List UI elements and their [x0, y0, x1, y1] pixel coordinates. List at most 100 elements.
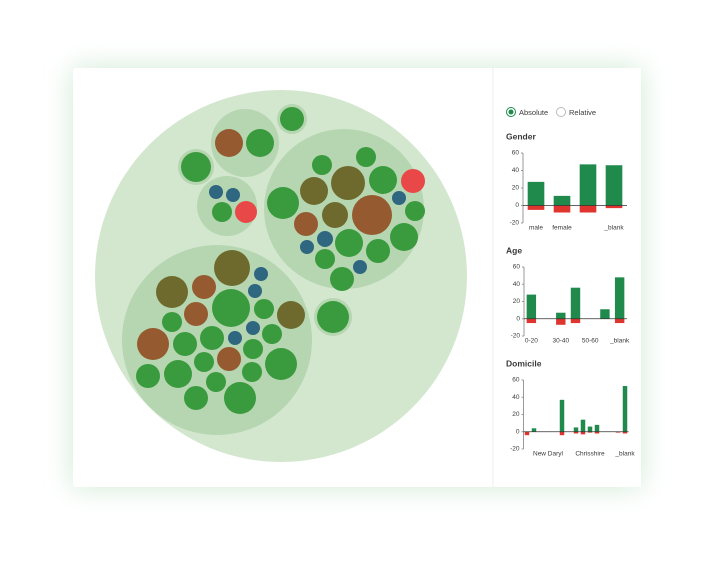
pack-leaf: [212, 202, 232, 222]
radio-label: Absolute: [519, 108, 548, 117]
pack-leaf: [265, 348, 297, 380]
bar: [622, 386, 628, 432]
x-tick-label: _blank: [603, 225, 624, 232]
x-tick-label: Chrisshire: [575, 451, 605, 458]
bar: [531, 428, 537, 432]
radio-dot: [508, 109, 514, 115]
pack-leaf: [322, 202, 348, 228]
pack-leaf: [248, 284, 262, 298]
bar: [614, 318, 625, 324]
pack-leaf: [226, 188, 240, 202]
chart-title: Age: [506, 245, 522, 255]
y-tick-label: 40: [513, 281, 521, 288]
bar: [570, 318, 581, 324]
x-tick-label: 30-40: [552, 338, 569, 345]
y-tick-label: 20: [513, 298, 521, 305]
pack-leaf: [366, 239, 390, 263]
radio-relative[interactable]: Relative: [556, 107, 597, 117]
pack-leaf: [331, 166, 365, 200]
pack-leaf: [280, 107, 304, 131]
y-tick-label: 60: [512, 377, 520, 384]
y-tick-label: -20: [510, 220, 520, 227]
pack-leaf: [200, 326, 224, 350]
y-tick-label: 0: [515, 202, 519, 209]
y-tick-label: 0: [516, 428, 520, 435]
chart-title: Gender: [506, 131, 536, 141]
pack-leaf: [137, 328, 169, 360]
pack-leaf: [246, 321, 260, 335]
x-tick-label: 50-60: [582, 338, 599, 345]
pack-leaf: [164, 360, 192, 388]
radio-absolute[interactable]: Absolute: [506, 107, 549, 117]
pack-leaf: [235, 201, 257, 223]
pack-leaf: [246, 129, 274, 157]
pack-leaf: [294, 212, 318, 236]
pack-leaf: [212, 289, 250, 327]
pack-leaf: [352, 195, 392, 235]
pack-leaf: [356, 147, 376, 167]
bar: [580, 419, 586, 432]
chart-title: Domicile: [506, 358, 542, 368]
x-tick-label: _blank: [609, 338, 630, 345]
bar: [605, 205, 623, 209]
pack-leaf: [353, 260, 367, 274]
x-tick-label: _blank: [614, 451, 635, 458]
bar: [615, 431, 621, 433]
y-tick-label: 20: [512, 411, 520, 418]
bar: [579, 205, 597, 213]
pack-leaf: [369, 166, 397, 194]
pack-leaf: [267, 187, 299, 219]
bar: [527, 181, 545, 206]
bar: [587, 426, 593, 432]
pack-leaf: [300, 240, 314, 254]
pack-leaf: [300, 177, 328, 205]
bar: [526, 318, 537, 324]
pack-leaf: [206, 372, 226, 392]
pack-group: [211, 109, 279, 177]
y-tick-label: -20: [511, 333, 521, 340]
bar: [556, 312, 566, 319]
bar: [594, 431, 600, 434]
pack-leaf: [335, 229, 363, 257]
pack-leaf: [254, 267, 268, 281]
bar: [622, 431, 628, 434]
pack-leaf: [317, 231, 333, 247]
pack-leaf: [401, 169, 425, 193]
y-tick-label: 60: [513, 264, 521, 271]
bar: [553, 205, 571, 213]
pack-leaf: [181, 152, 211, 182]
pack-leaf: [405, 201, 425, 221]
pack-leaf: [243, 339, 263, 359]
y-tick-label: 40: [512, 167, 520, 174]
pack-leaf: [192, 275, 216, 299]
bar: [587, 431, 593, 433]
pack-leaf: [262, 324, 282, 344]
pack-leaf: [156, 276, 188, 308]
pack-leaf: [317, 301, 349, 333]
y-tick-label: -20: [510, 446, 520, 453]
pack-leaf: [162, 312, 182, 332]
bar: [573, 427, 579, 432]
bar: [559, 399, 565, 432]
bar: [614, 277, 625, 319]
pack-leaf: [254, 299, 274, 319]
bar: [553, 195, 571, 206]
pack-leaf: [315, 249, 335, 269]
x-tick-label: New Daryl: [533, 451, 564, 458]
pack-leaf: [312, 155, 332, 175]
pack-leaf: [184, 386, 208, 410]
pack-leaf: [224, 382, 256, 414]
bar: [594, 424, 600, 432]
pack-leaf: [215, 129, 243, 157]
circle-pack: [95, 90, 467, 462]
y-tick-label: 20: [512, 185, 520, 192]
pack-leaf: [136, 364, 160, 388]
bar: [600, 309, 610, 319]
y-tick-label: 40: [512, 394, 520, 401]
pack-leaf: [242, 362, 262, 382]
pack-leaf: [228, 331, 242, 345]
radio[interactable]: [556, 107, 566, 117]
bar: [605, 165, 623, 206]
pack-leaf: [392, 191, 406, 205]
